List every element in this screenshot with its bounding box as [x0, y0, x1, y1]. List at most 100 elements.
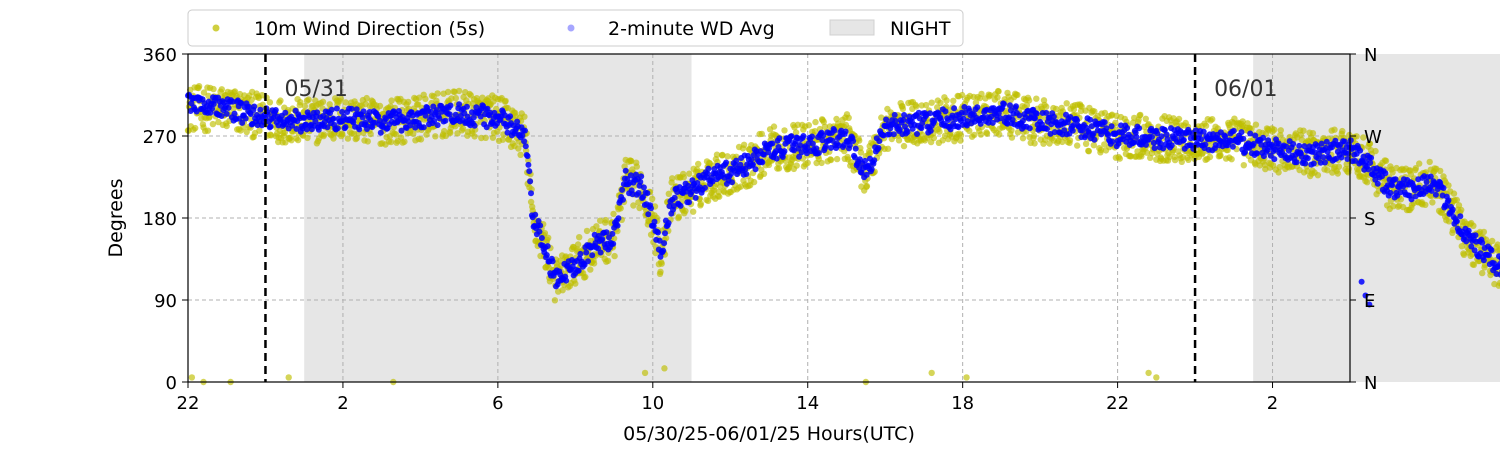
data-point — [788, 133, 795, 140]
data-point — [1392, 176, 1399, 183]
data-point — [1353, 133, 1360, 140]
data-point — [387, 138, 395, 146]
data-point — [1090, 130, 1097, 137]
data-point — [633, 171, 639, 178]
data-point — [638, 173, 645, 180]
data-point — [1091, 136, 1098, 143]
data-point — [1449, 226, 1457, 234]
data-point — [502, 97, 509, 105]
data-point — [463, 103, 470, 110]
data-point — [504, 129, 511, 136]
data-point — [615, 215, 622, 222]
data-point — [851, 154, 858, 161]
data-point — [1133, 134, 1140, 140]
data-point — [695, 160, 702, 168]
data-point — [1044, 126, 1050, 132]
data-point — [812, 118, 819, 126]
data-point — [661, 365, 668, 372]
data-point — [209, 105, 216, 112]
data-point — [1412, 165, 1420, 172]
data-point — [1103, 125, 1110, 132]
data-point — [1277, 127, 1285, 134]
data-point — [1457, 213, 1464, 220]
data-point — [535, 218, 542, 224]
data-point — [225, 104, 232, 111]
data-point — [1085, 148, 1093, 155]
data-point — [775, 165, 783, 172]
data-point — [863, 171, 870, 178]
data-point — [704, 170, 711, 177]
data-point — [1366, 140, 1374, 147]
data-point — [609, 230, 616, 237]
data-point — [528, 190, 534, 197]
data-point — [515, 145, 522, 152]
data-point — [1105, 132, 1112, 139]
data-point — [1316, 151, 1322, 157]
data-point — [288, 137, 295, 144]
data-point — [293, 125, 300, 132]
data-point — [649, 195, 656, 202]
data-point — [1422, 201, 1429, 208]
data-point — [927, 110, 933, 117]
data-point — [398, 127, 405, 134]
data-point — [589, 252, 596, 259]
data-point — [793, 162, 800, 169]
data-point — [686, 199, 692, 206]
data-point — [353, 106, 360, 113]
data-point — [444, 88, 452, 96]
data-point — [656, 237, 663, 244]
data-point — [818, 159, 825, 167]
data-point — [1032, 115, 1038, 122]
data-point — [590, 260, 598, 267]
data-point — [1339, 127, 1346, 135]
data-point — [1428, 192, 1435, 200]
data-point — [459, 125, 467, 132]
data-point — [545, 234, 552, 241]
data-point — [1368, 154, 1375, 161]
data-point — [583, 227, 591, 235]
data-point — [1200, 128, 1207, 135]
data-point — [356, 126, 363, 133]
data-point — [538, 235, 545, 241]
data-point — [1338, 154, 1345, 161]
data-point — [686, 170, 693, 177]
data-point — [890, 131, 897, 138]
data-point — [593, 223, 600, 230]
data-point — [868, 166, 875, 173]
data-point — [697, 200, 705, 208]
data-point — [1149, 133, 1155, 140]
data-point — [813, 145, 820, 152]
data-point — [630, 202, 637, 209]
data-point — [1374, 180, 1381, 187]
data-point — [963, 374, 970, 381]
data-point — [1357, 147, 1364, 154]
data-point — [242, 115, 249, 122]
data-point — [487, 109, 494, 116]
data-point — [692, 194, 699, 201]
data-point — [797, 142, 803, 148]
data-point — [805, 122, 812, 129]
data-point — [218, 113, 225, 119]
data-point — [1046, 140, 1053, 147]
data-point — [585, 258, 591, 265]
data-point — [1007, 102, 1013, 109]
data-point — [1355, 166, 1363, 173]
data-point — [833, 155, 841, 163]
data-point — [1131, 139, 1137, 146]
data-point — [1231, 115, 1238, 122]
data-point — [1023, 102, 1031, 109]
data-point — [549, 258, 556, 265]
data-point — [1494, 241, 1500, 248]
data-point — [831, 127, 838, 134]
data-point — [576, 234, 583, 241]
data-point — [1450, 190, 1458, 197]
data-point — [682, 207, 689, 215]
data-point — [1091, 108, 1098, 115]
data-point — [995, 88, 1002, 95]
data-point — [1453, 218, 1460, 225]
data-point — [1347, 137, 1354, 144]
data-point — [724, 153, 731, 160]
data-point — [971, 131, 978, 139]
data-point — [470, 114, 477, 121]
data-point — [950, 97, 957, 105]
